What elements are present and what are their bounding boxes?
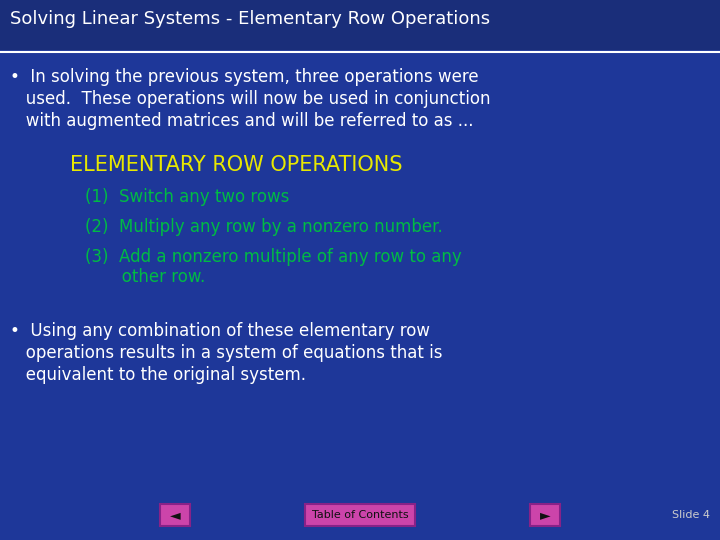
Text: Solving Linear Systems - Elementary Row Operations: Solving Linear Systems - Elementary Row … bbox=[10, 10, 490, 28]
Text: •  In solving the previous system, three operations were: • In solving the previous system, three … bbox=[10, 68, 479, 86]
Text: •  Using any combination of these elementary row: • Using any combination of these element… bbox=[10, 322, 430, 340]
FancyBboxPatch shape bbox=[305, 504, 415, 526]
Text: with augmented matrices and will be referred to as ...: with augmented matrices and will be refe… bbox=[10, 112, 474, 130]
Text: ◄: ◄ bbox=[170, 508, 180, 522]
Text: (3)  Add a nonzero multiple of any row to any: (3) Add a nonzero multiple of any row to… bbox=[85, 248, 462, 266]
Text: used.  These operations will now be used in conjunction: used. These operations will now be used … bbox=[10, 90, 490, 108]
Text: ►: ► bbox=[540, 508, 550, 522]
Text: Table of Contents: Table of Contents bbox=[312, 510, 408, 520]
Text: operations results in a system of equations that is: operations results in a system of equati… bbox=[10, 344, 443, 362]
Text: (1)  Switch any two rows: (1) Switch any two rows bbox=[85, 188, 289, 206]
Text: (2)  Multiply any row by a nonzero number.: (2) Multiply any row by a nonzero number… bbox=[85, 218, 443, 236]
Text: equivalent to the original system.: equivalent to the original system. bbox=[10, 366, 306, 384]
FancyBboxPatch shape bbox=[0, 0, 720, 50]
Text: Slide 4: Slide 4 bbox=[672, 510, 710, 520]
FancyBboxPatch shape bbox=[160, 504, 190, 526]
Text: ELEMENTARY ROW OPERATIONS: ELEMENTARY ROW OPERATIONS bbox=[70, 155, 402, 175]
Text: other row.: other row. bbox=[85, 268, 205, 286]
FancyBboxPatch shape bbox=[530, 504, 560, 526]
